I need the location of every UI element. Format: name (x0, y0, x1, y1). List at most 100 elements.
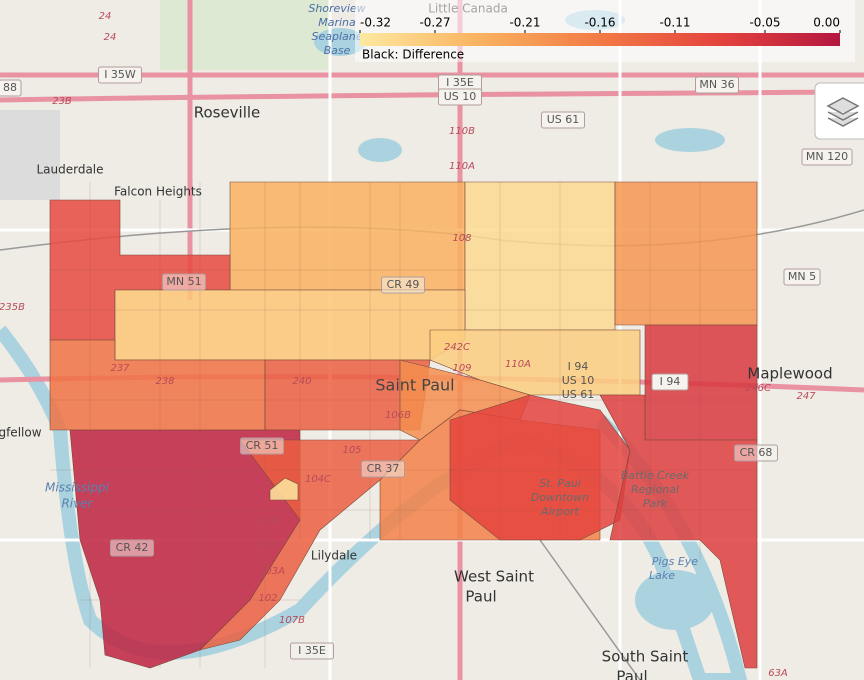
route-label: I 35W (104, 68, 136, 81)
place-label: Lauderdale (36, 163, 103, 177)
colorbar-background (355, 0, 855, 62)
lake (314, 28, 366, 56)
layer-control[interactable] (814, 82, 864, 140)
place-label: Maplewood (747, 365, 832, 383)
place-label: Shoreview (308, 2, 365, 15)
exit-label: 103A (259, 566, 285, 577)
place-label: Paul (616, 668, 647, 680)
colorbar-tick-label: 0.00 (813, 16, 840, 30)
colorbar: Black: Difference (355, 0, 855, 62)
exit-label: 240 (292, 376, 311, 387)
route-label: US 61 (547, 113, 580, 126)
colorbar-tick-label: -0.27 (419, 16, 450, 30)
route-shield (381, 276, 425, 294)
place-label: St. Paul (539, 477, 581, 490)
exit-label: 110B (449, 126, 475, 137)
place-label: Regional (631, 483, 679, 496)
route-shield (0, 79, 22, 97)
route-shield (98, 66, 142, 84)
exit-label: 102 (258, 593, 277, 604)
place-label: Seaplane (311, 30, 362, 43)
colorbar-tick-label: -0.11 (659, 16, 690, 30)
route-label: MN 51 (166, 275, 201, 288)
route-label: I 94 (660, 375, 681, 388)
exit-label: 108 (452, 233, 471, 244)
exit-label: 242C (444, 342, 470, 353)
route-shield (651, 373, 689, 391)
place-label: Lake (649, 569, 675, 582)
exit-label: 104C (305, 474, 331, 485)
route-shield (361, 460, 405, 478)
route-shield (162, 273, 206, 291)
region (599, 394, 758, 669)
exit-label: 63A (768, 668, 788, 679)
route-label: I 94 (568, 360, 589, 373)
exit-label: 104A (255, 516, 281, 527)
route-label: CR 51 (246, 439, 279, 452)
exit-label: 238 (155, 376, 174, 387)
place-label: gfellow (0, 426, 42, 440)
place-label: South Saint (602, 648, 689, 666)
place-label: Marina (318, 16, 356, 29)
colorbar-ticks: -0.32 -0.27 -0.21 -0.16 -0.11 -0.05 0.00 (359, 16, 841, 33)
region (114, 289, 466, 361)
colorbar-tick-label: -0.16 (584, 16, 615, 30)
route-shield (734, 444, 778, 462)
layers-icon (826, 97, 860, 127)
region (464, 181, 616, 331)
route-label: 88 (3, 81, 17, 94)
route-label: MN 36 (699, 78, 734, 91)
route-label: MN 5 (788, 270, 816, 283)
route-shield (110, 539, 154, 557)
place-label: Lilydale (311, 549, 357, 563)
exit-label: 24 (104, 32, 117, 43)
route-label: CR 42 (116, 541, 149, 554)
exit-label: 107B (279, 615, 305, 626)
colorbar-tick-label: -0.05 (749, 16, 780, 30)
route-label: US 10 (562, 374, 595, 387)
choropleth (49, 181, 758, 669)
place-label: Roseville (194, 104, 261, 122)
region (449, 394, 631, 541)
route-shield (240, 437, 284, 455)
place-label: River (61, 497, 93, 511)
route-label: CR 68 (740, 446, 773, 459)
place-label: Paul (465, 588, 496, 606)
route-shield (541, 111, 585, 129)
place-label: Falcon Heights (114, 185, 202, 199)
route-shield (783, 268, 821, 286)
route-label: CR 49 (387, 278, 420, 291)
place-label: Mississippi (45, 481, 110, 495)
colorbar-tick-label: -0.32 (360, 16, 391, 30)
region (269, 477, 299, 501)
exit-label: 247 (796, 391, 816, 402)
place-label: Park (643, 497, 668, 510)
exit-label: 24 (99, 11, 112, 22)
exit-label: 109 (452, 363, 471, 374)
exit-label: 105 (342, 445, 361, 456)
place-label: West Saint (454, 568, 534, 586)
colorbar-title: Black: Difference (362, 48, 464, 62)
exit-label: 246C (745, 383, 771, 394)
exit-label: 23B (52, 96, 72, 107)
exit-label: 237 (110, 363, 130, 374)
place-label: Airport (540, 505, 579, 518)
exit-label: 106B (385, 410, 411, 421)
place-label: Battle Creek (621, 469, 690, 482)
route-label: CR 37 (367, 462, 400, 475)
lake (655, 128, 725, 152)
river (0, 325, 748, 680)
route-label: MN 120 (806, 150, 848, 163)
place-label: Base (324, 44, 351, 57)
colorbar-ramp (360, 33, 840, 46)
route-label: I 35E (298, 644, 326, 657)
industrial (0, 110, 60, 200)
route-label: US 10 (444, 90, 477, 103)
exit-label: 110A (505, 359, 531, 370)
colorbar-tick-label: -0.21 (509, 16, 540, 30)
place-label: Downtown (531, 491, 589, 504)
region (614, 181, 758, 326)
route-shield (801, 148, 853, 166)
